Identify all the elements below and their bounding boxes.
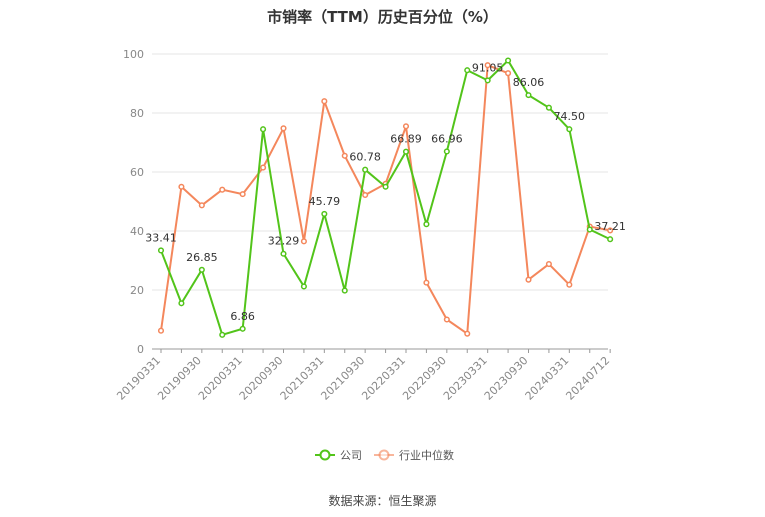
data-point: [525, 276, 532, 283]
x-tick-label: 20240712: [563, 354, 612, 403]
y-tick-label: 60: [130, 166, 144, 179]
data-point: [586, 226, 593, 233]
data-source: 数据来源：恒生聚源: [328, 494, 437, 508]
data-point: [157, 247, 165, 254]
legend-label: 行业中位数: [399, 448, 454, 462]
legend-item-company: 公司: [315, 449, 362, 462]
y-tick-label: 20: [130, 284, 144, 297]
data-point: [545, 104, 552, 111]
data-point: [607, 227, 614, 234]
series-line-1: [160, 64, 611, 335]
data-label: 66.96: [431, 132, 463, 145]
data-point: [300, 283, 307, 290]
data-label: 45.79: [309, 195, 341, 208]
y-tick-label: 0: [137, 343, 144, 356]
data-point: [157, 327, 165, 334]
data-point: [423, 279, 430, 286]
data-point: [260, 126, 267, 133]
data-point: [260, 164, 267, 171]
data-point: [484, 62, 491, 69]
data-point: [219, 186, 226, 193]
data-point: [321, 98, 328, 105]
data-point: [300, 238, 307, 245]
data-point: [402, 148, 410, 155]
data-point: [362, 166, 369, 173]
data-label: 32.29: [268, 235, 300, 248]
data-point: [239, 191, 246, 198]
data-point: [464, 67, 471, 74]
data-point: [382, 183, 389, 190]
data-label: 60.78: [349, 151, 381, 164]
data-point: [505, 57, 512, 64]
data-label: 6.86: [230, 310, 255, 323]
chart-title: 市销率（TTM）历史百分位（%）: [267, 8, 498, 26]
data-point: [566, 281, 573, 288]
data-point: [607, 236, 614, 243]
data-point: [362, 191, 369, 199]
data-point: [239, 325, 246, 332]
data-label: 91.05: [472, 61, 504, 74]
data-point: [484, 77, 491, 84]
legend-marker-icon: [378, 449, 390, 461]
data-point: [198, 266, 205, 273]
legend-marker-icon: [319, 449, 331, 461]
data-point: [402, 123, 410, 130]
data-point: [219, 331, 226, 338]
data-point: [566, 126, 573, 133]
y-tick-label: 40: [130, 225, 144, 238]
data-point: [443, 148, 450, 155]
data-point: [178, 183, 185, 190]
data-label: 37.21: [594, 220, 626, 233]
data-point: [525, 92, 532, 99]
data-point: [178, 300, 185, 307]
data-point: [341, 152, 348, 159]
data-point: [341, 287, 348, 294]
data-point: [443, 316, 450, 323]
y-tick-label: 80: [130, 107, 144, 120]
legend-label: 公司: [340, 449, 362, 462]
data-label: 74.50: [554, 110, 586, 123]
data-point: [198, 202, 205, 209]
data-label: 86.06: [513, 76, 545, 89]
data-point: [280, 125, 287, 132]
series-line-0: [160, 59, 611, 336]
data-point: [545, 260, 552, 268]
data-point: [423, 221, 430, 228]
legend-item-industry: 行业中位数: [374, 448, 454, 462]
data-point: [464, 330, 471, 337]
data-point: [321, 210, 328, 217]
data-point: [280, 250, 287, 257]
data-label: 26.85: [186, 251, 218, 264]
data-label: 66.89: [390, 133, 422, 146]
data-label: 33.41: [145, 231, 177, 244]
data-point: [505, 70, 512, 77]
y-tick-label: 100: [123, 48, 144, 61]
